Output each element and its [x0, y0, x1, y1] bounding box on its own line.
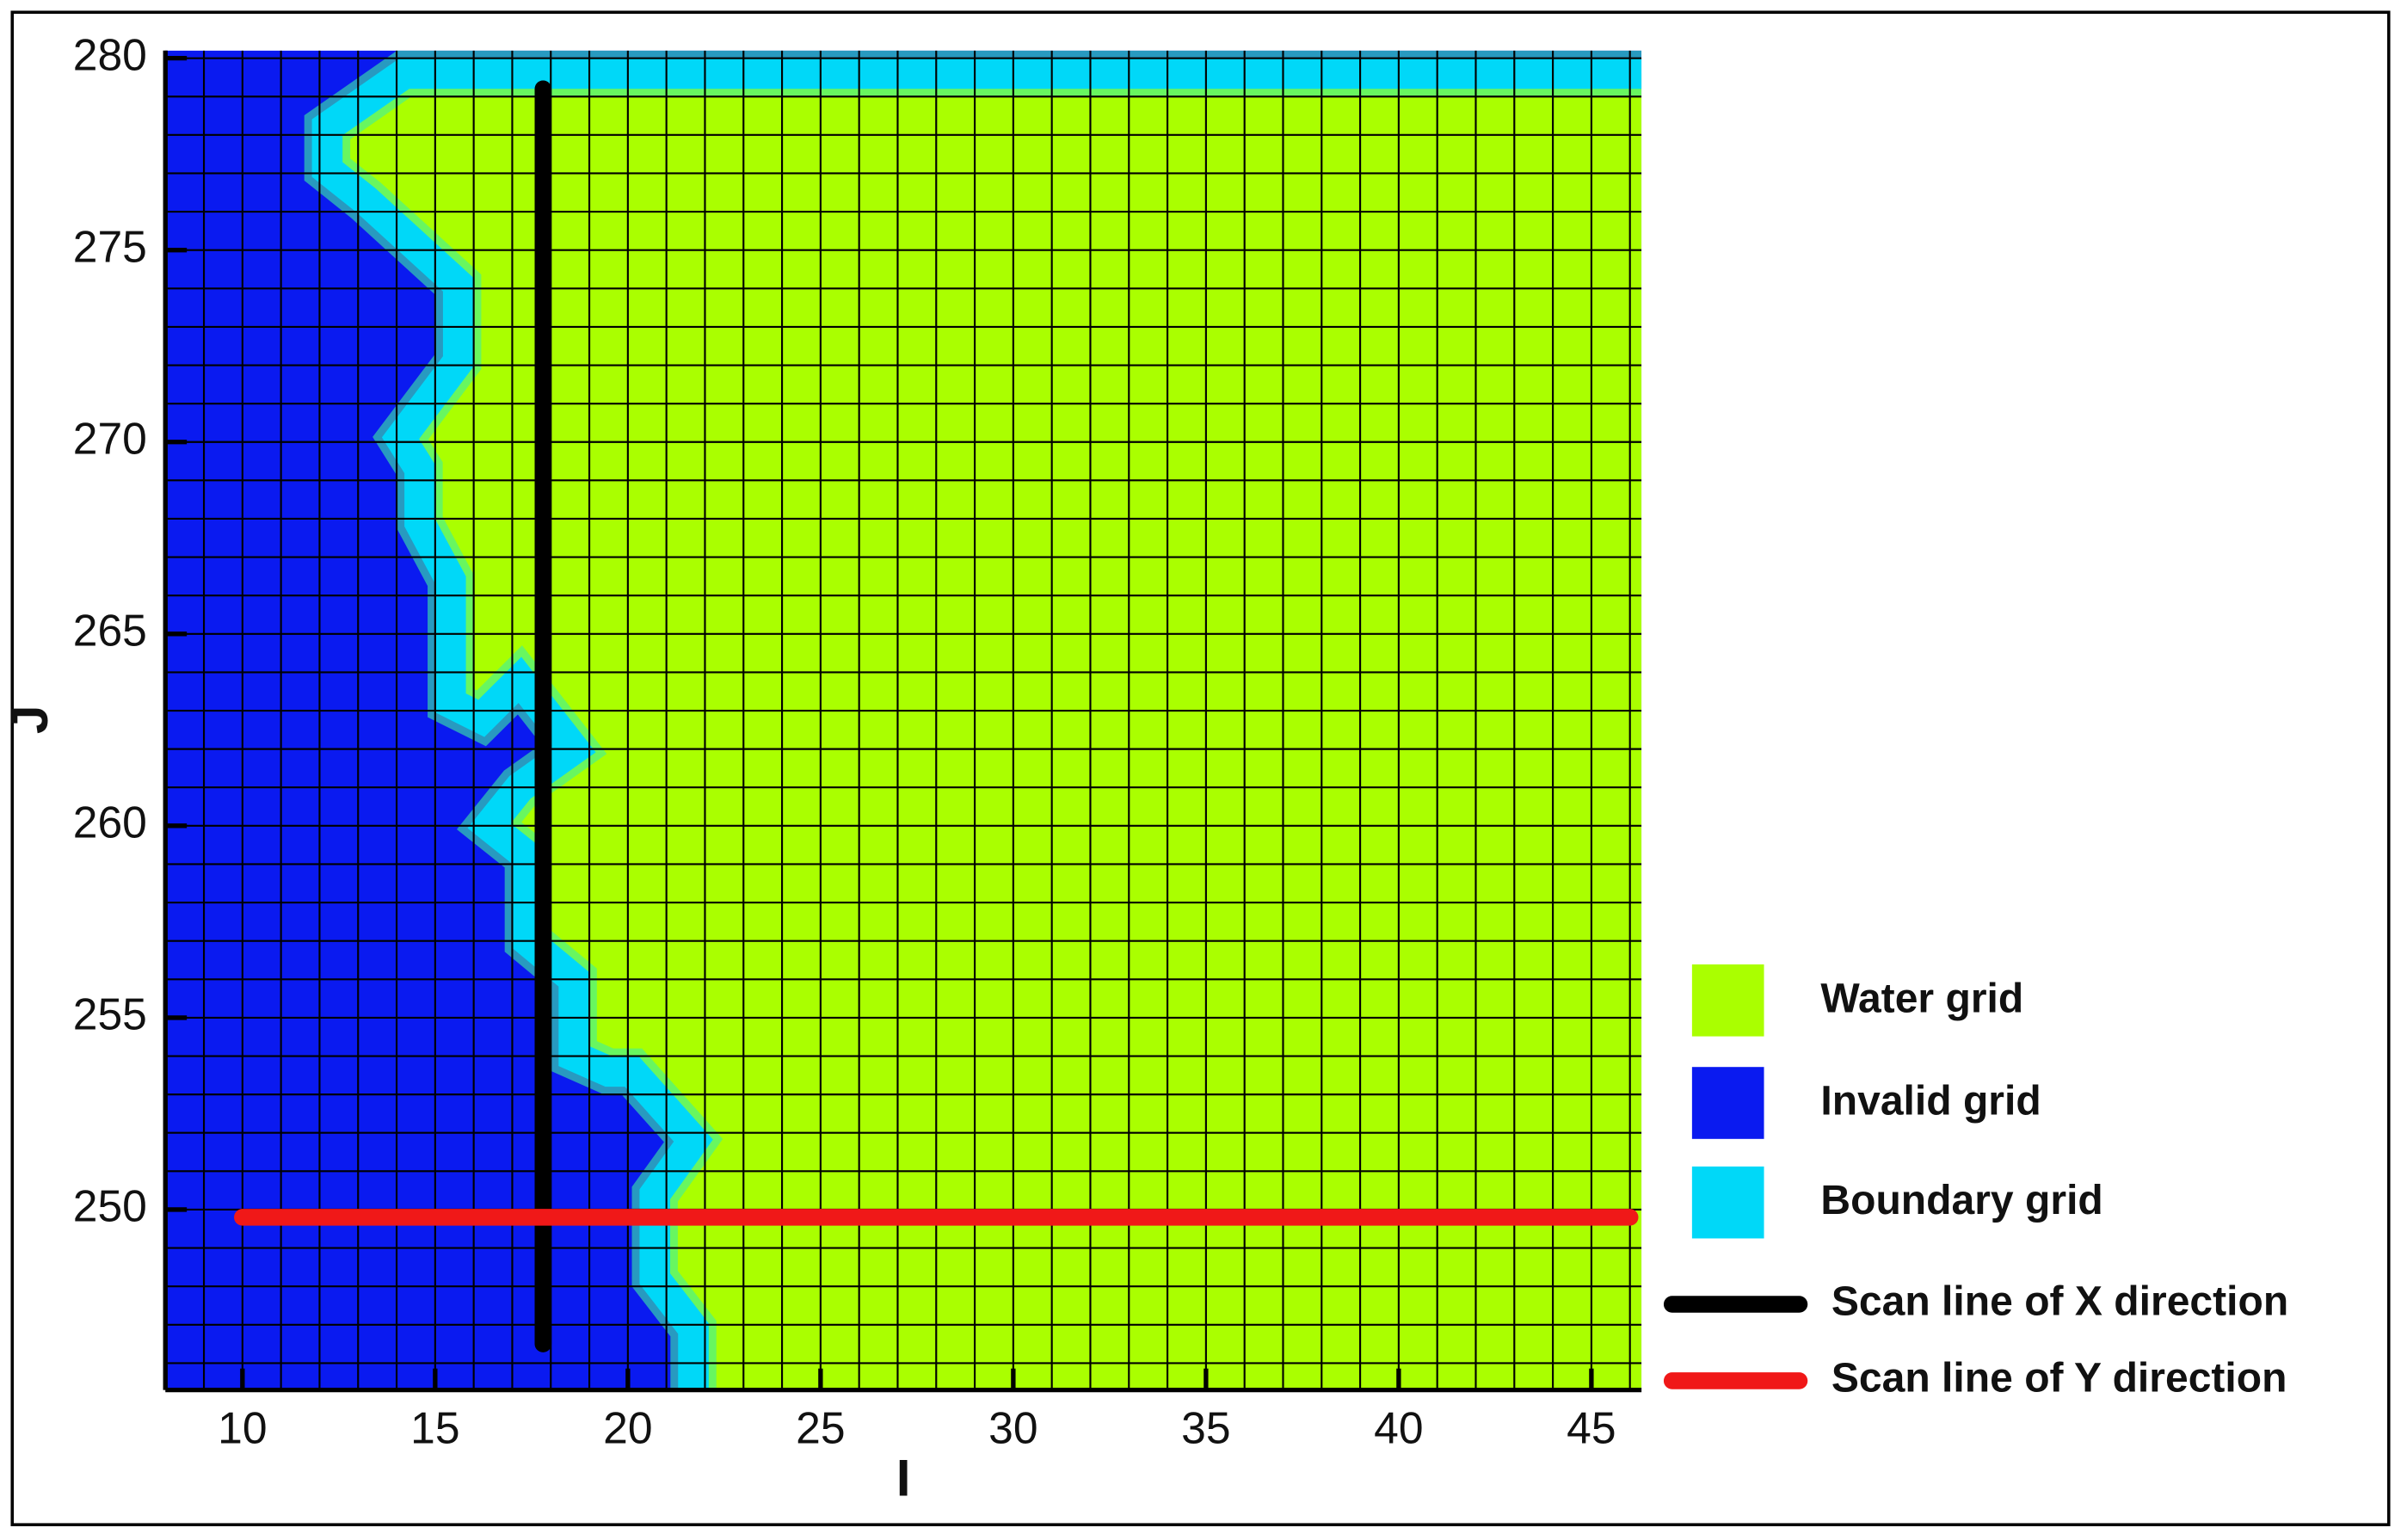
y-tick-label: 260	[73, 797, 147, 847]
legend-label: Water grid	[1820, 976, 2023, 1021]
legend-swatch	[1691, 1067, 1764, 1139]
x-tick-label: 25	[796, 1402, 845, 1452]
y-tick-label: 280	[73, 29, 147, 79]
y-tick-label: 270	[73, 413, 147, 463]
legend-label: Scan line of Y direction	[1832, 1356, 2287, 1401]
x-tick-label: 10	[218, 1402, 267, 1452]
y-axis-label: J	[0, 705, 58, 734]
x-tick-label: 45	[1567, 1402, 1616, 1452]
x-tick-label: 35	[1181, 1402, 1230, 1452]
legend-swatch	[1691, 964, 1764, 1037]
plot-area	[165, 50, 1642, 1390]
y-tick-label: 275	[73, 221, 147, 271]
y-tick-label: 265	[73, 605, 147, 655]
x-tick-label: 40	[1374, 1402, 1423, 1452]
legend-label: Invalid grid	[1820, 1079, 2041, 1124]
x-tick-label: 20	[603, 1402, 652, 1452]
y-tick-label: 250	[73, 1181, 147, 1231]
x-axis-label: I	[896, 1448, 911, 1506]
legend-swatch	[1691, 1166, 1764, 1239]
y-tick-label: 255	[73, 989, 147, 1039]
legend-label: Boundary grid	[1820, 1178, 2102, 1223]
legend-label: Scan line of X direction	[1832, 1279, 2288, 1325]
x-tick-label: 30	[988, 1402, 1037, 1452]
water-region	[327, 73, 1642, 1390]
x-tick-label: 15	[410, 1402, 459, 1452]
